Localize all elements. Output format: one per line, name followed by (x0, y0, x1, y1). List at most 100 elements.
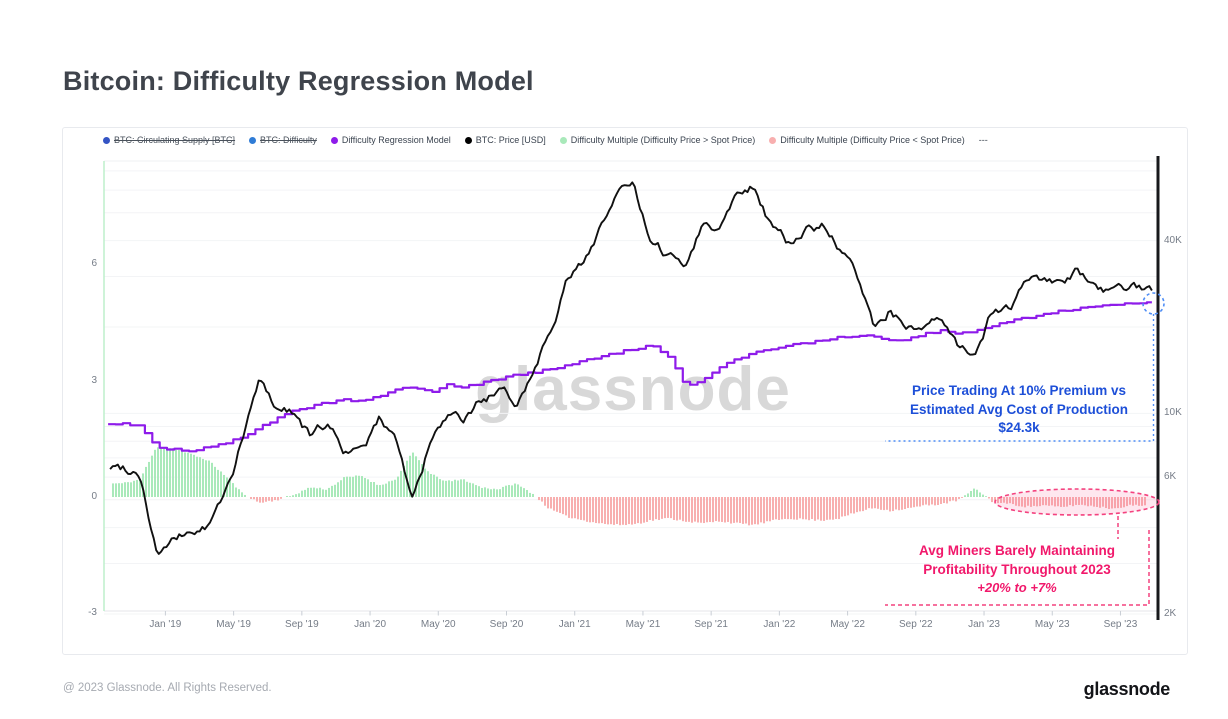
difficulty-multiple-bar (1132, 497, 1134, 506)
difficulty-multiple-bar (808, 497, 810, 521)
difficulty-multiple-bar (532, 493, 534, 497)
legend-item-[interactable]: --- (979, 135, 988, 145)
annotation-premium-line2: Estimated Avg Cost of Production (909, 401, 1128, 417)
legend-series-label: --- (978, 135, 988, 145)
difficulty-multiple-bar (790, 497, 792, 520)
difficulty-multiple-bar (430, 473, 432, 497)
difficulty-multiple-bar (502, 486, 504, 497)
chart-plot-area[interactable] (63, 128, 1187, 654)
difficulty-multiple-bar (727, 497, 729, 522)
difficulty-multiple-bar (739, 497, 741, 523)
difficulty-multiple-bar (361, 476, 363, 497)
difficulty-multiple-bar (700, 497, 702, 523)
difficulty-multiple-bar (367, 479, 369, 497)
difficulty-multiple-bar (442, 480, 444, 497)
difficulty-multiple-bar (520, 486, 522, 497)
annotation-miners-range: +20% to +7% (977, 580, 1057, 595)
difficulty-multiple-bar (556, 497, 558, 512)
difficulty-multiple-bar (922, 497, 924, 506)
difficulty-multiple-bar (964, 495, 966, 497)
difficulty-multiple-bar (787, 497, 789, 520)
difficulty-multiple-bar (928, 497, 930, 506)
difficulty-multiple-bar (568, 497, 570, 518)
difficulty-multiple-bar (190, 453, 192, 497)
difficulty-multiple-bar (862, 497, 864, 512)
difficulty-multiple-bar (1036, 497, 1038, 507)
difficulty-multiple-bar (133, 480, 135, 497)
difficulty-multiple-bar (541, 497, 543, 502)
difficulty-multiple-bar (1003, 497, 1005, 503)
premium-endpoint-circle (1142, 292, 1165, 315)
difficulty-multiple-bar (553, 497, 555, 511)
difficulty-multiple-bar (550, 497, 552, 509)
premium-dashed-connector (885, 314, 1155, 442)
difficulty-multiple-bar (1006, 497, 1008, 504)
difficulty-multiple-bar (1141, 497, 1143, 506)
legend-item-btc-price-usd[interactable]: BTC: Price [USD] (464, 135, 546, 145)
difficulty-multiple-bar (331, 485, 333, 497)
difficulty-multiple-bar (1114, 497, 1116, 509)
difficulty-multiple-bar (196, 456, 198, 497)
difficulty-multiple-bar (724, 497, 726, 523)
difficulty-multiple-bar (859, 497, 861, 512)
difficulty-multiple-bar (397, 476, 399, 497)
difficulty-multiple-bar (766, 497, 768, 522)
legend-item-difficulty-multiple-difficulty-pri[interactable]: Difficulty Multiple (Difficulty Price < … (769, 135, 965, 145)
difficulty-multiple-bar (238, 489, 240, 497)
difficulty-multiple-bar (115, 483, 117, 497)
difficulty-multiple-bar (856, 497, 858, 513)
difficulty-multiple-bar (709, 497, 711, 522)
difficulty-multiple-bar (460, 479, 462, 497)
difficulty-multiple-bar (694, 497, 696, 522)
difficulty-multiple-bar (505, 485, 507, 497)
difficulty-multiple-bar (748, 497, 750, 526)
difficulty-multiple-bar (211, 462, 213, 497)
difficulty-multiple-bar (583, 497, 585, 521)
legend-item-btc-circulating-supply-btc[interactable]: BTC: Circulating Supply [BTC] (103, 135, 235, 145)
difficulty-multiple-bar (721, 497, 723, 522)
difficulty-multiple-bar (487, 488, 489, 497)
difficulty-multiple-bar (967, 493, 969, 497)
legend-item-difficulty-multiple-difficulty-pri[interactable]: Difficulty Multiple (Difficulty Price > … (559, 135, 755, 145)
difficulty-multiple-bar (130, 482, 132, 497)
difficulty-multiple-bar (496, 489, 498, 497)
legend-series-dot (103, 136, 110, 144)
difficulty-multiple-bar (424, 468, 426, 497)
difficulty-multiple-bar (1063, 497, 1065, 507)
difficulty-multiple-bar (820, 497, 822, 521)
difficulty-multiple-bar (589, 497, 591, 523)
difficulty-multiple-bar (256, 497, 258, 502)
difficulty-multiple-bar (877, 497, 879, 509)
annotation-miners: Avg Miners Barely Maintaining Profitabil… (883, 542, 1151, 598)
difficulty-multiple-bar (274, 497, 276, 501)
difficulty-multiple-bar (769, 497, 771, 522)
difficulty-multiple-bar (439, 479, 441, 497)
glassnode-logo: glassnode (1083, 679, 1171, 699)
difficulty-multiple-bar (733, 497, 735, 523)
difficulty-multiple-bar (259, 497, 261, 503)
difficulty-multiple-bar (907, 497, 909, 508)
difficulty-multiple-bar (157, 447, 159, 497)
legend-item-btc-difficulty[interactable]: BTC: Difficulty (249, 135, 317, 145)
annotation-miners-line1: Avg Miners Barely Maintaining (918, 543, 1116, 558)
difficulty-multiple-bar (916, 497, 918, 507)
difficulty-multiple-bar (685, 497, 687, 522)
difficulty-multiple-bar (526, 489, 528, 497)
difficulty-multiple-bar (1033, 497, 1035, 506)
difficulty-multiple-bar (307, 487, 309, 497)
difficulty-multiple-bar (451, 481, 453, 497)
difficulty-multiple-bar (835, 497, 837, 519)
difficulty-multiple-bar (883, 497, 885, 511)
difficulty-multiple-bar (580, 497, 582, 520)
difficulty-multiple-bar (355, 475, 357, 497)
difficulty-multiple-bar (688, 497, 690, 522)
difficulty-multiple-bar (703, 497, 705, 524)
difficulty-multiple-bar (634, 497, 636, 524)
difficulty-multiple-bar (799, 497, 801, 519)
difficulty-multiple-bar (697, 497, 699, 523)
difficulty-multiple-bar (814, 497, 816, 521)
difficulty-multiple-bar (175, 449, 177, 497)
difficulty-multiple-bar (622, 497, 624, 525)
legend-item-difficulty-regression-model[interactable]: Difficulty Regression Model (330, 135, 451, 145)
difficulty-multiple-bar (445, 480, 447, 497)
